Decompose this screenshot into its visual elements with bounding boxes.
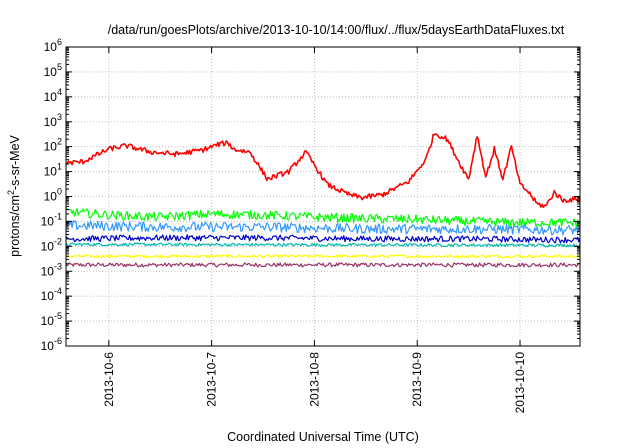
x-tick-label: 2013-10-8 xyxy=(307,352,321,407)
series-line xyxy=(65,133,581,209)
y-tick-label: 104 xyxy=(44,87,62,104)
series-line xyxy=(65,262,581,268)
y-axis-label-sup: 2 xyxy=(6,190,16,195)
series-line xyxy=(65,234,581,244)
y-tick-label: 10-2 xyxy=(41,236,62,253)
y-tick-label: 10-6 xyxy=(41,336,62,353)
x-tick-label: 2013-10-7 xyxy=(205,352,219,407)
y-tick-label: 105 xyxy=(44,62,62,79)
y-tick-label: 10-3 xyxy=(41,261,62,278)
x-tick-label: 2013-10-10 xyxy=(513,352,527,414)
y-axis-label-rest: -s-sr-MeV xyxy=(8,134,22,190)
series-line xyxy=(65,220,581,236)
y-tick-label: 10-5 xyxy=(41,311,62,328)
y-tick-label: 102 xyxy=(44,137,62,154)
y-axis-label: protons/cm2-s-sr-MeV xyxy=(6,134,22,256)
series-layer xyxy=(65,133,581,268)
x-tick-label: 2013-10-9 xyxy=(410,352,424,407)
grid-lines xyxy=(66,47,580,346)
y-tick-label: 101 xyxy=(44,162,62,179)
y-tick-label: 10-4 xyxy=(41,286,62,303)
chart-title: /data/run/goesPlots/archive/2013-10-10/1… xyxy=(108,23,565,37)
x-axis-label: Coordinated Universal Time (UTC) xyxy=(227,430,419,444)
y-tick-label: 106 xyxy=(44,37,62,54)
y-axis-label-base: protons/cm xyxy=(8,195,22,257)
x-axis: 2013-10-6 2013-10-7 2013-10-8 2013-10-9 2013… xyxy=(102,47,527,413)
series-line xyxy=(65,254,581,259)
y-tick-label: 100 xyxy=(44,187,62,204)
y-tick-label: 10-1 xyxy=(41,211,62,228)
x-tick-label: 2013-10-6 xyxy=(102,352,116,407)
y-tick-label: 103 xyxy=(44,112,62,129)
y-axis: 10-6 10-5 10-4 10-3 10-2 10-1 100 101 102 103 104 1… xyxy=(41,37,580,353)
series-line xyxy=(65,206,581,228)
plot-frame xyxy=(65,46,581,347)
series-line xyxy=(65,242,581,248)
